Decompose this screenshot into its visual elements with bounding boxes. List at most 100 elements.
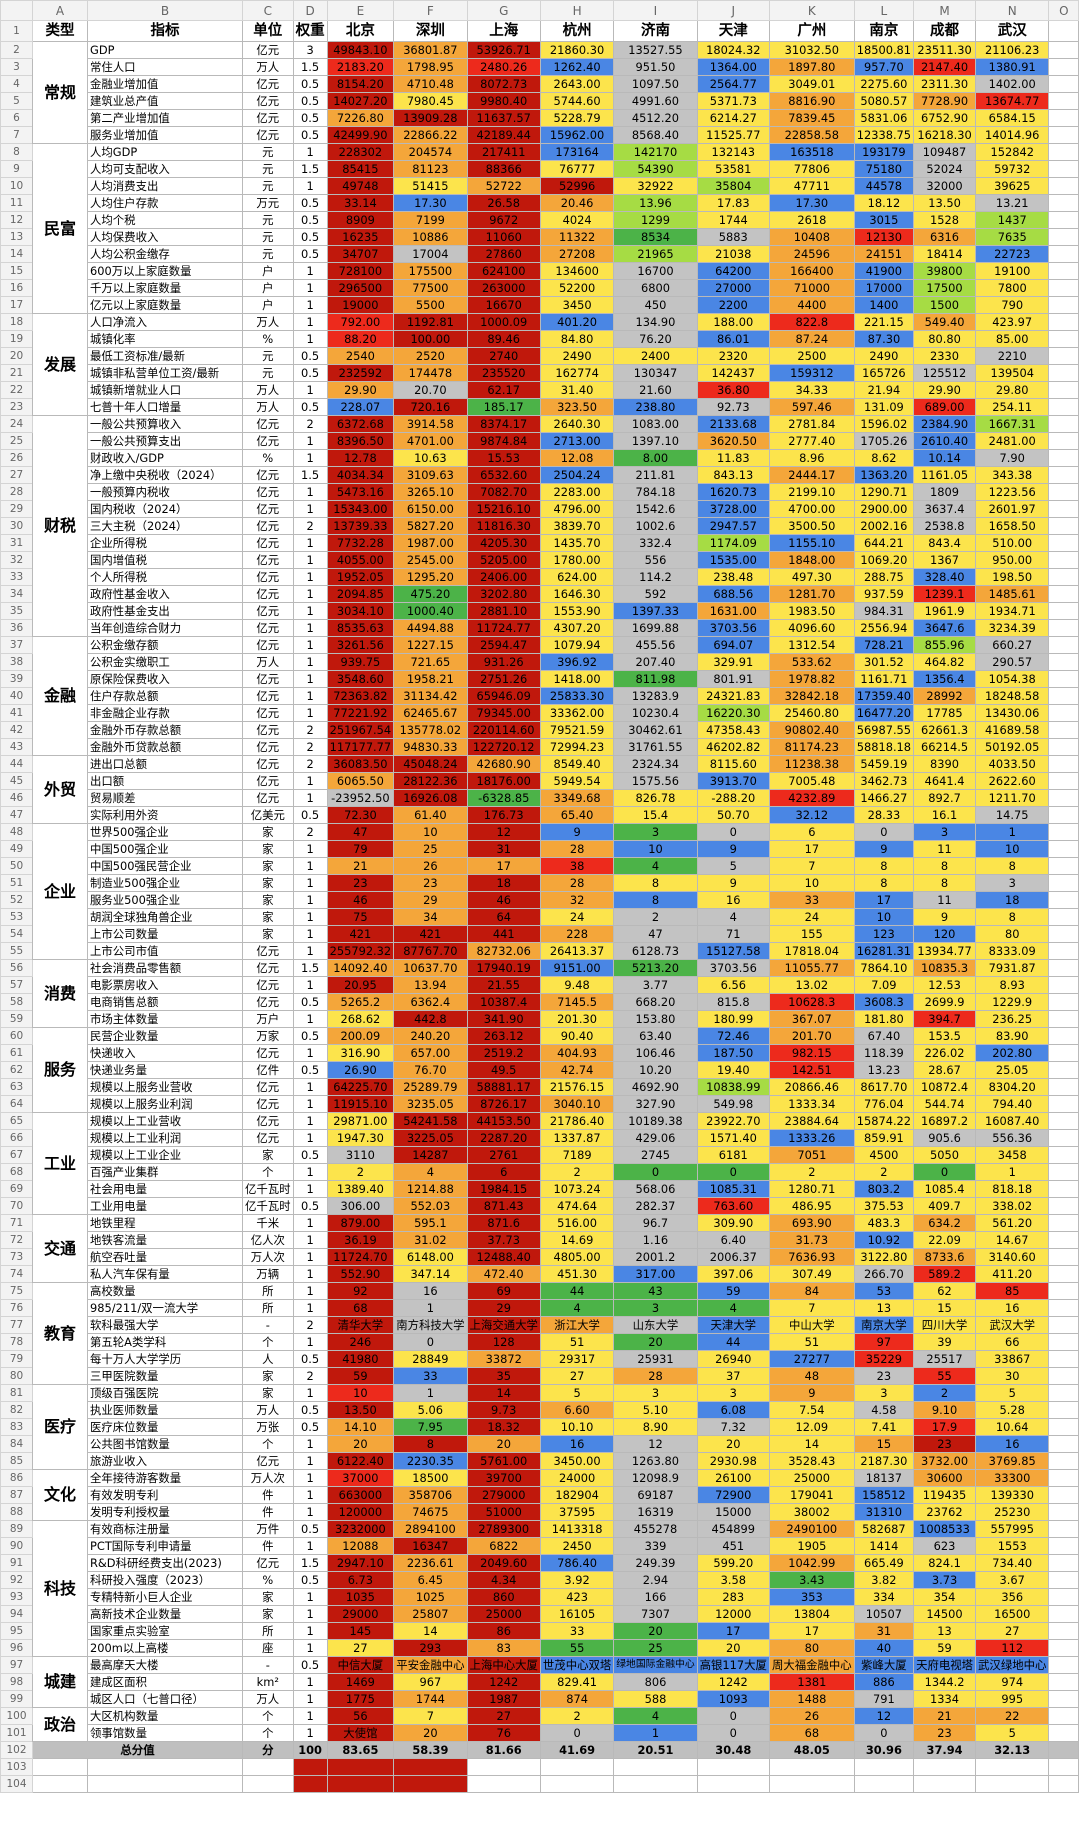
value-cell[interactable]: 1952.05: [326, 568, 395, 586]
value-cell[interactable]: 8: [975, 857, 1050, 875]
indicator-cell[interactable]: 建筑业总产值: [87, 92, 243, 110]
value-cell[interactable]: 211.81: [613, 466, 698, 484]
value-cell[interactable]: 871.43: [466, 1197, 541, 1215]
value-cell[interactable]: 13: [853, 1299, 915, 1317]
total-score-cell[interactable]: 37.94: [913, 1741, 977, 1759]
value-cell[interactable]: 28.33: [853, 806, 915, 824]
value-cell[interactable]: 44: [539, 1282, 615, 1300]
value-cell[interactable]: 28122.36: [393, 772, 468, 790]
value-cell[interactable]: 79: [326, 840, 395, 858]
value-cell[interactable]: 228.07: [326, 398, 395, 416]
value-cell[interactable]: 15216.10: [466, 500, 541, 518]
value-cell[interactable]: 1083.00: [613, 415, 698, 433]
indicator-cell[interactable]: 每十万人大学学历: [87, 1350, 243, 1368]
row-number[interactable]: 63: [0, 1078, 33, 1096]
weight-cell[interactable]: 1: [292, 568, 328, 586]
value-cell[interactable]: 1699.88: [613, 619, 698, 637]
value-cell[interactable]: 4307.20: [539, 619, 615, 637]
value-cell[interactable]: 武汉绿地中心: [975, 1656, 1050, 1674]
value-cell[interactable]: 18500.81: [853, 41, 915, 59]
value-cell[interactable]: 10230.4: [613, 704, 698, 722]
value-cell[interactable]: 201.30: [539, 1010, 615, 1028]
value-cell[interactable]: 2713.00: [539, 432, 615, 450]
value-cell[interactable]: 1312.54: [768, 636, 855, 654]
value-cell[interactable]: 176.73: [466, 806, 541, 824]
empty-cell[interactable]: [393, 1775, 468, 1793]
row-number[interactable]: 69: [0, 1180, 33, 1198]
value-cell[interactable]: 4805.00: [539, 1248, 615, 1266]
weight-cell[interactable]: 1.5: [292, 160, 328, 178]
value-cell[interactable]: 77221.92: [326, 704, 395, 722]
unit-cell[interactable]: 亿元: [242, 1554, 294, 1572]
value-cell[interactable]: 3462.73: [853, 772, 915, 790]
unit-cell[interactable]: 个: [242, 1163, 294, 1181]
value-cell[interactable]: 475.20: [393, 585, 468, 603]
value-cell[interactable]: 13: [913, 1622, 977, 1640]
value-cell[interactable]: 455278: [613, 1520, 698, 1538]
value-cell[interactable]: 339: [613, 1537, 698, 1555]
value-cell[interactable]: 1984.15: [466, 1180, 541, 1198]
row-number[interactable]: 47: [0, 806, 33, 824]
unit-cell[interactable]: -: [242, 1656, 294, 1674]
value-cell[interactable]: 13283.9: [613, 687, 698, 705]
value-cell[interactable]: 17500: [913, 279, 977, 297]
value-cell[interactable]: 4024: [539, 211, 615, 229]
weight-cell[interactable]: 1: [292, 1265, 328, 1283]
value-cell[interactable]: 1380.91: [975, 58, 1050, 76]
value-cell[interactable]: 13.96: [613, 194, 698, 212]
value-cell[interactable]: 4: [696, 1299, 770, 1317]
value-cell[interactable]: 83.90: [975, 1027, 1050, 1045]
row-number[interactable]: 27: [0, 466, 33, 484]
value-cell[interactable]: 582687: [853, 1520, 915, 1538]
indicator-cell[interactable]: 胡润全球独角兽企业: [87, 908, 243, 926]
value-cell[interactable]: 23: [853, 1367, 915, 1385]
value-cell[interactable]: 803.2: [853, 1180, 915, 1198]
empty-cell[interactable]: [1048, 1129, 1080, 1147]
total-weight[interactable]: 100: [292, 1741, 328, 1759]
value-cell[interactable]: 34707: [326, 245, 395, 263]
weight-cell[interactable]: 1: [292, 432, 328, 450]
indicator-cell[interactable]: 私人汽车保有量: [87, 1265, 243, 1283]
value-cell[interactable]: 26413.37: [539, 942, 615, 960]
value-cell[interactable]: 12130: [853, 228, 915, 246]
value-cell[interactable]: 6065.50: [326, 772, 395, 790]
row-number[interactable]: 16: [0, 279, 33, 297]
value-cell[interactable]: 32842.18: [768, 687, 855, 705]
value-cell[interactable]: 5459.19: [853, 755, 915, 773]
value-cell[interactable]: 114.2: [613, 568, 698, 586]
value-cell[interactable]: 9.10: [913, 1401, 977, 1419]
value-cell[interactable]: 72994.23: [539, 738, 615, 756]
value-cell[interactable]: 1035: [326, 1588, 395, 1606]
value-cell[interactable]: 329.91: [696, 653, 770, 671]
unit-cell[interactable]: 万张: [242, 1418, 294, 1436]
value-cell[interactable]: 728.21: [853, 636, 915, 654]
value-cell[interactable]: 96.7: [613, 1214, 698, 1232]
value-cell[interactable]: 0: [913, 1163, 977, 1181]
value-cell[interactable]: 18.12: [853, 194, 915, 212]
value-cell[interactable]: 763.60: [696, 1197, 770, 1215]
row-number[interactable]: 53: [0, 908, 33, 926]
unit-cell[interactable]: 家: [242, 1384, 294, 1402]
value-cell[interactable]: 9: [696, 874, 770, 892]
value-cell[interactable]: 7005.48: [768, 772, 855, 790]
value-cell[interactable]: 201.70: [768, 1027, 855, 1045]
value-cell[interactable]: 9.48: [539, 976, 615, 994]
indicator-cell[interactable]: 旅游业收入: [87, 1452, 243, 1470]
value-cell[interactable]: 2740: [466, 347, 541, 365]
unit-cell[interactable]: 万元: [242, 194, 294, 212]
value-cell[interactable]: 27000: [696, 279, 770, 297]
value-cell[interactable]: 1553: [975, 1537, 1050, 1555]
value-cell[interactable]: 58818.18: [853, 738, 915, 756]
value-cell[interactable]: 5205.00: [466, 551, 541, 569]
value-cell[interactable]: 13804: [768, 1605, 855, 1623]
value-cell[interactable]: 455.56: [613, 636, 698, 654]
weight-cell[interactable]: 1: [292, 1231, 328, 1249]
indicator-cell[interactable]: 快递业务量: [87, 1061, 243, 1079]
value-cell[interactable]: 791: [853, 1690, 915, 1708]
row-number[interactable]: 9: [0, 160, 33, 178]
value-cell[interactable]: 14.67: [975, 1231, 1050, 1249]
empty-cell[interactable]: [1048, 1061, 1080, 1079]
value-cell[interactable]: 9: [853, 840, 915, 858]
value-cell[interactable]: 2283.00: [539, 483, 615, 501]
value-cell[interactable]: 464.82: [913, 653, 977, 671]
